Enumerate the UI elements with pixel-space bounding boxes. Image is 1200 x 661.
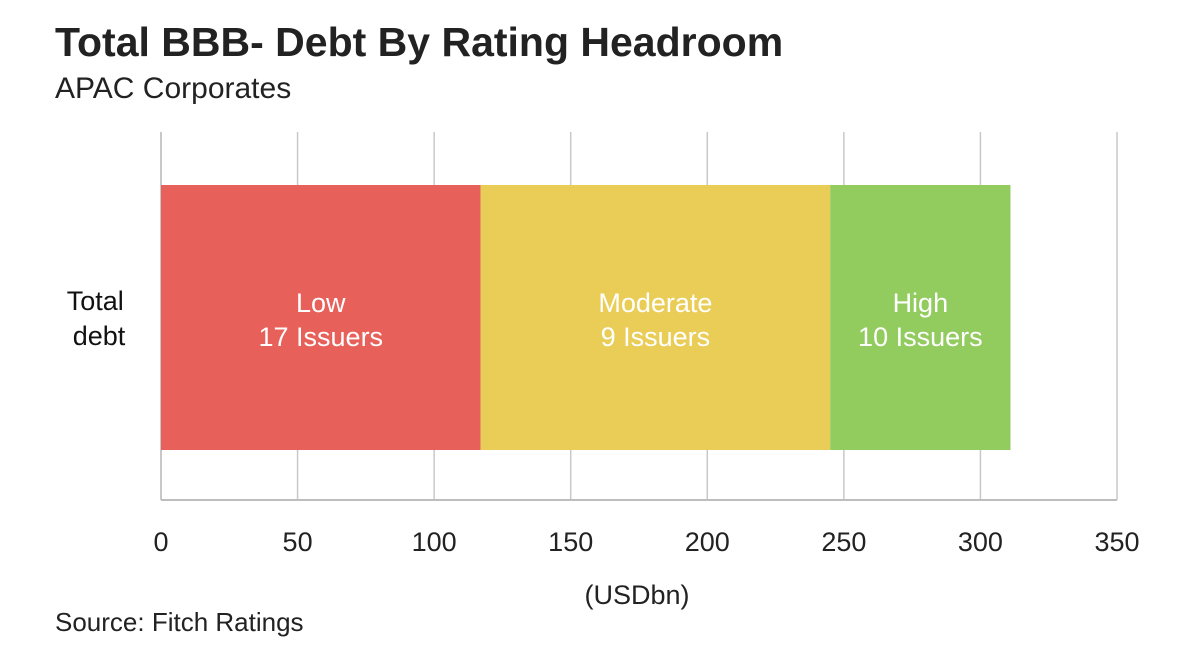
x-tick-label-200: 200 — [685, 527, 730, 557]
x-tick-label-50: 50 — [283, 527, 313, 557]
category-label-line-1: Total — [67, 286, 124, 316]
bar-segment-moderate — [480, 185, 831, 450]
segment-issuers-low: 17 Issuers — [259, 322, 384, 352]
x-tick-label-150: 150 — [548, 527, 593, 557]
source-note: Source: Fitch Ratings — [55, 607, 304, 637]
segment-name-moderate: Moderate — [598, 288, 712, 318]
chart-title: Total BBB- Debt By Rating Headroom — [55, 19, 784, 65]
x-axis-title: (USDbn) — [584, 580, 689, 610]
segment-name-low: Low — [296, 288, 346, 318]
bar-segment-low — [161, 185, 481, 450]
category-label-line-2: debt — [73, 321, 126, 351]
bar-segments: Low 17 Issuers Moderate 9 Issuers High 10 Iss… — [161, 185, 1011, 450]
x-tick-label-0: 0 — [153, 527, 168, 557]
chart-subtitle: APAC Corporates — [55, 72, 292, 105]
x-tick-label-300: 300 — [958, 527, 1003, 557]
segment-label-low: Low 17 Issuers — [259, 288, 384, 352]
bar-segment-high — [830, 185, 1011, 450]
x-tick-label-250: 250 — [821, 527, 866, 557]
x-tick-labels: 0 50 100 150 200 250 300 350 — [153, 527, 1139, 557]
segment-name-high: High — [893, 288, 949, 318]
segment-issuers-high: 10 Issuers — [858, 322, 983, 352]
segment-label-moderate: Moderate 9 Issuers — [598, 288, 712, 352]
segment-label-high: High 10 Issuers — [858, 288, 983, 352]
x-tick-label-350: 350 — [1094, 527, 1139, 557]
category-label: Total debt — [67, 286, 132, 351]
segment-issuers-moderate: 9 Issuers — [601, 322, 711, 352]
x-tick-label-100: 100 — [412, 527, 457, 557]
